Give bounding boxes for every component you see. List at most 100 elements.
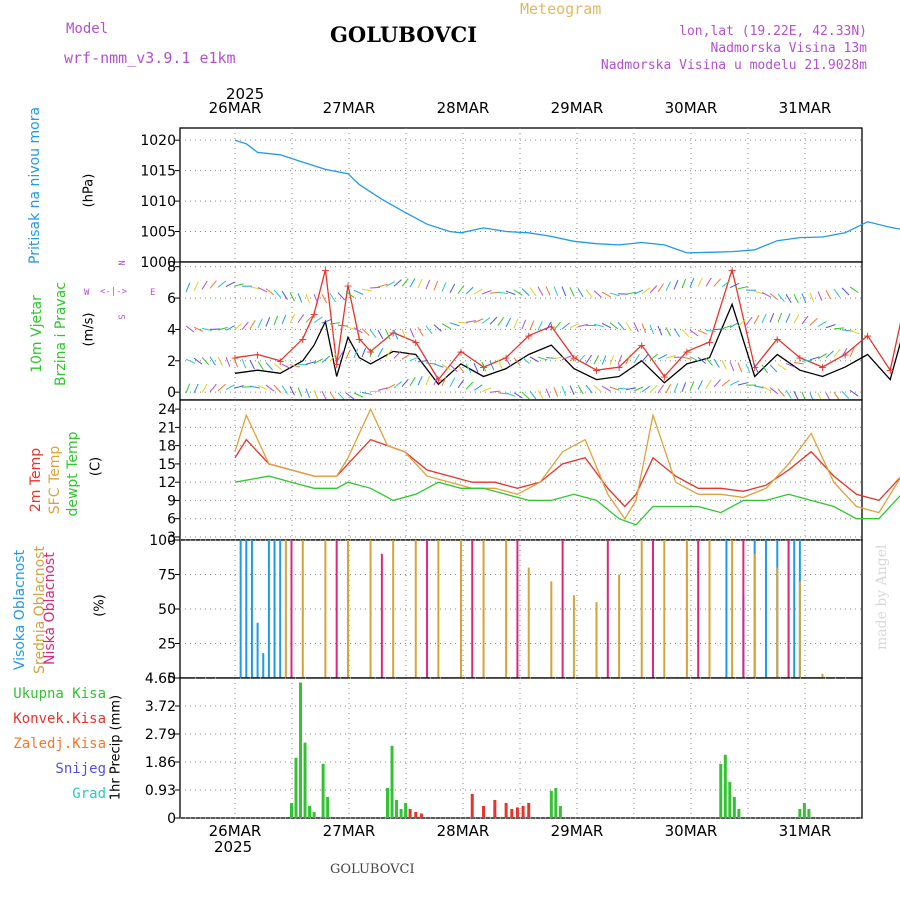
wind-arrow xyxy=(729,380,740,386)
gust-marker: + xyxy=(637,339,646,352)
bar-1 xyxy=(437,540,440,678)
bar-0 xyxy=(764,540,767,678)
panel-4: 0 0.93 1.86 2.79 3.72 4.65 xyxy=(145,671,863,827)
year-top: 2025 xyxy=(226,85,265,103)
gust-marker: + xyxy=(366,345,375,358)
wind-arrow xyxy=(433,363,444,368)
wind-arrow xyxy=(585,289,593,298)
cloud-low-label: Niska Oblacnost xyxy=(42,552,58,665)
bar-1 xyxy=(618,574,621,678)
precip-unit: 1hr Precip (mm) xyxy=(108,694,124,801)
bar-0 xyxy=(554,787,558,818)
wind-arrow xyxy=(457,364,465,373)
bar-2 xyxy=(652,540,654,678)
bar-2 xyxy=(561,540,564,678)
bar-1 xyxy=(346,540,349,678)
bar-2 xyxy=(742,540,745,678)
wind-arrow xyxy=(553,286,559,296)
gust-marker: + xyxy=(276,355,285,368)
year-bottom: 2025 xyxy=(214,838,253,856)
gust-marker: + xyxy=(614,361,623,374)
y-tick-label: 1010 xyxy=(140,194,176,210)
bar-0 xyxy=(299,682,303,818)
bar-0 xyxy=(793,540,796,678)
bar-1 xyxy=(493,799,497,818)
bar-1 xyxy=(504,802,508,818)
bar-1 xyxy=(527,567,530,678)
y-tick-label: 3 xyxy=(167,530,176,546)
wind-arrow xyxy=(281,385,288,395)
panel-0: 1000 1005 1010 1015 1020 xyxy=(140,127,900,271)
wind-arrow xyxy=(345,325,356,331)
wind-arrow xyxy=(353,289,364,295)
wind-arrow xyxy=(241,358,247,369)
wind-arrow xyxy=(737,382,748,386)
y-tick-label: 1000 xyxy=(140,255,176,271)
bar-0 xyxy=(404,802,408,818)
wind-arrow xyxy=(673,328,681,338)
gust-marker: + xyxy=(411,336,420,349)
wind-arrow xyxy=(201,383,208,393)
wind-arrow xyxy=(633,289,644,295)
wind-arrow xyxy=(609,322,619,330)
wind-arrow xyxy=(281,290,288,300)
cloud-high-label: Visoka Oblacnost xyxy=(12,549,28,671)
wind-arrow xyxy=(465,363,472,374)
wind-arrow xyxy=(777,293,785,302)
day-label-top: 31MAR xyxy=(778,99,832,117)
wind-arrow xyxy=(457,285,465,294)
bar-1 xyxy=(510,808,514,818)
y-tick-label: 2.79 xyxy=(145,727,176,743)
wind-arrow xyxy=(401,353,411,360)
y-tick-label: 1015 xyxy=(140,164,176,180)
temp-dew-label: dewpt Temp xyxy=(65,431,81,517)
y-tick-label: 100 xyxy=(149,533,176,549)
wind-arrow xyxy=(249,385,260,389)
wind-arrow xyxy=(497,317,505,326)
wind-arrow xyxy=(513,289,523,296)
footer-station: GOLUBOVCI xyxy=(330,862,415,877)
wind-arrow xyxy=(697,277,703,287)
wind-arrow xyxy=(833,348,841,358)
gust-marker: + xyxy=(343,280,352,293)
wind-arrow xyxy=(569,385,575,395)
bar-0 xyxy=(732,796,736,818)
wind-arrow xyxy=(809,356,820,361)
bar-1 xyxy=(482,805,486,818)
wind-arrow xyxy=(481,317,491,324)
wind-arrow xyxy=(641,385,651,393)
wind-arrow xyxy=(473,288,483,295)
gust-marker: + xyxy=(750,361,759,374)
wind-arrow xyxy=(737,319,746,327)
series-line-0 xyxy=(234,302,900,386)
wind-arrow xyxy=(569,354,579,362)
panel-frame xyxy=(179,127,863,263)
wind-arrow xyxy=(673,280,679,290)
bar-2 xyxy=(335,540,338,678)
wind-arrow xyxy=(433,280,439,291)
wind-arrow xyxy=(665,383,672,394)
day-label-top: 30MAR xyxy=(664,99,718,117)
bar-0 xyxy=(256,622,259,678)
wind-arrow xyxy=(377,387,388,391)
wind-arrow xyxy=(313,316,323,323)
wind-arrow xyxy=(489,390,500,393)
wind-arrow xyxy=(313,389,319,400)
wind-arrow xyxy=(617,321,625,331)
wind-arrow xyxy=(401,329,407,339)
wind-arrow xyxy=(449,283,456,293)
wind-arrow xyxy=(529,320,535,331)
wind-unit: (m/s) xyxy=(81,312,97,347)
wind-arrow xyxy=(617,387,629,390)
wind-arrow xyxy=(465,286,474,295)
wind-arrow xyxy=(785,313,791,323)
bar-1 xyxy=(284,540,287,678)
wind-arrow xyxy=(337,351,344,361)
model-name: wrf-nmm_v3.9.1 e1km xyxy=(64,49,236,67)
wind-arrow xyxy=(769,387,779,395)
wind-arrow xyxy=(449,322,460,327)
cloud-unit: (%) xyxy=(92,594,108,617)
wind-arrow xyxy=(209,383,217,393)
wind-arrow xyxy=(353,327,363,334)
wind-arrow xyxy=(681,329,690,338)
